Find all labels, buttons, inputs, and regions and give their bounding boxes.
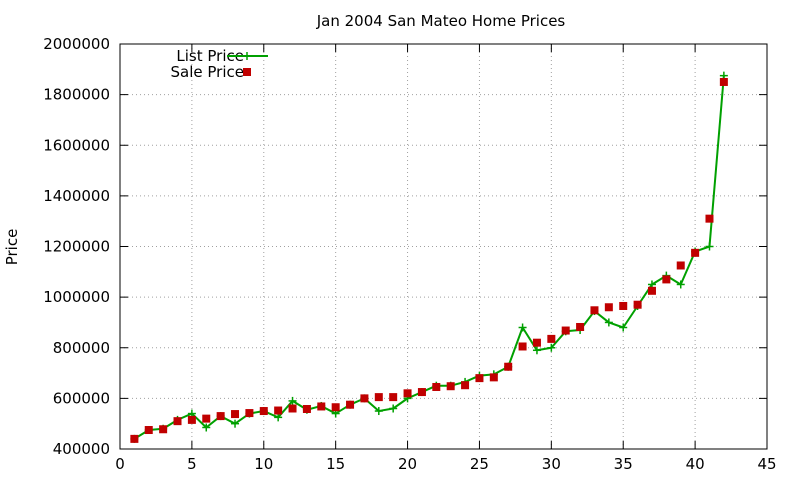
sale-price-point — [604, 303, 613, 312]
x-tick-label: 35 — [614, 455, 633, 473]
sale-price-point — [518, 342, 527, 351]
sale-price-point — [130, 434, 139, 443]
x-tick-label: 30 — [542, 455, 561, 473]
y-tick-label: 600000 — [53, 389, 110, 407]
axes: 400000 600000 800000 1000000 1200000 1400000 1… — [43, 35, 776, 473]
y-tick-label: 1400000 — [43, 187, 110, 205]
y-tick-label: 1600000 — [43, 136, 110, 154]
sale-price-point — [590, 306, 599, 315]
sale-price-point — [561, 326, 570, 335]
legend-swatch — [227, 52, 268, 60]
sale-price-point — [576, 322, 585, 331]
grid — [120, 44, 767, 449]
sale-price-point — [259, 407, 268, 416]
sale-price-point — [676, 261, 685, 270]
sale-price-point — [504, 362, 513, 371]
sale-price-point — [461, 381, 470, 390]
list-price-point — [676, 280, 685, 289]
legend-label: List Price — [176, 47, 244, 65]
sale-price-point — [245, 409, 254, 418]
list-price-line — [133, 75, 725, 440]
list-price-point — [604, 318, 613, 327]
sale-price-point — [231, 410, 240, 419]
list-price-point — [705, 242, 714, 251]
list-price-point — [532, 346, 541, 355]
sale-price-point — [619, 301, 628, 310]
sale-price-point — [288, 404, 297, 413]
list-price-point — [202, 423, 211, 432]
x-tick-label: 40 — [686, 455, 705, 473]
y-tick-label: 1000000 — [43, 288, 110, 306]
sale-price-point — [360, 394, 369, 403]
sale-price-point — [647, 286, 656, 295]
list-price-point — [619, 323, 628, 332]
sale-price-point — [346, 400, 355, 409]
y-tick-label: 1800000 — [43, 86, 110, 104]
list-price-point — [288, 396, 297, 405]
sale-price-point — [417, 388, 426, 397]
sale-price-point — [144, 426, 153, 435]
list-price-point — [274, 413, 283, 422]
sale-price-point — [403, 389, 412, 398]
sale-price-point — [159, 425, 168, 434]
sale-price-point — [489, 373, 498, 382]
sale-price-point — [691, 248, 700, 257]
x-tick-label: 25 — [470, 455, 489, 473]
sale-price-point — [432, 382, 441, 391]
sale-price-point — [705, 214, 714, 223]
sale-price-point — [331, 403, 340, 412]
list-price-point — [518, 323, 527, 332]
sale-price-point — [719, 77, 728, 86]
sale-price-point — [187, 415, 196, 424]
x-tick-label: 20 — [398, 455, 417, 473]
y-tick-label: 800000 — [53, 339, 110, 357]
y-axis-label: Price — [3, 229, 21, 266]
sale-price-point — [662, 275, 671, 284]
sale-price-point — [389, 393, 398, 402]
y-tick-label: 1200000 — [43, 238, 110, 256]
sale-price-point — [475, 374, 484, 383]
sale-price-point — [633, 300, 642, 309]
sale-price-point — [173, 417, 182, 426]
plot-area — [130, 71, 728, 443]
x-tick-label: 0 — [115, 455, 125, 473]
y-tick-label: 400000 — [53, 440, 110, 458]
sale-price-point — [202, 414, 211, 423]
sale-price-point — [446, 382, 455, 391]
sale-price-point — [274, 406, 283, 415]
x-tick-label: 10 — [254, 455, 273, 473]
chart-title: Jan 2004 San Mateo Home Prices — [316, 12, 566, 30]
sale-price-point — [532, 338, 541, 347]
plot-border — [119, 43, 768, 450]
list-price-point — [231, 419, 240, 428]
sale-price-point — [216, 412, 225, 421]
list-price-point — [389, 404, 398, 413]
x-tick-label: 45 — [757, 455, 776, 473]
list-price-point — [547, 343, 556, 352]
x-tick-label: 5 — [187, 455, 197, 473]
list-price-point — [374, 407, 383, 416]
sale-price-point — [317, 402, 326, 411]
legend-label: Sale Price — [171, 63, 244, 81]
sale-price-point — [302, 405, 311, 414]
legend-swatch — [243, 68, 251, 76]
y-tick-label: 2000000 — [43, 35, 110, 53]
sale-price-point — [547, 334, 556, 343]
x-tick-label: 15 — [326, 455, 345, 473]
sale-price-point — [374, 393, 383, 402]
